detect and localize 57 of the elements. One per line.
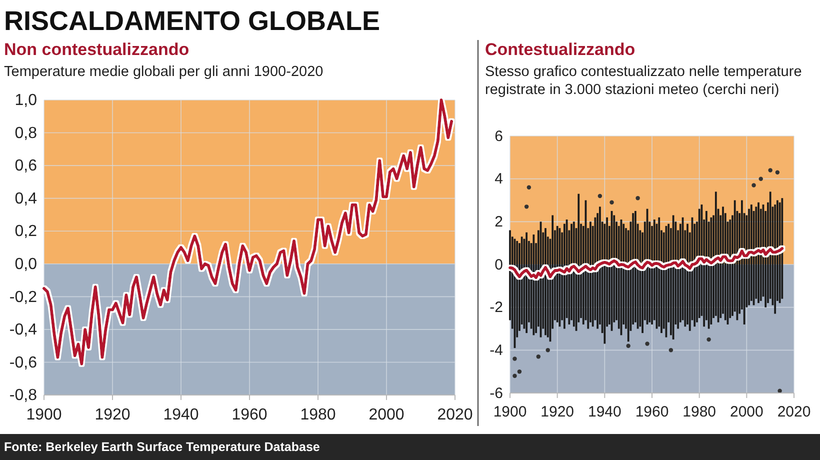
x-tick-label: 1900	[493, 404, 527, 421]
point	[668, 348, 674, 352]
point	[626, 344, 630, 348]
source-note: Fonte: Berkeley Earth Surface Temperature Database	[4, 440, 320, 454]
text: RISCALDAMENTO GLOBALE	[4, 6, 380, 36]
point	[512, 356, 517, 361]
x-tick-label: 1960	[232, 406, 268, 424]
y-tick-label: -0,6	[9, 354, 38, 372]
line-series	[508, 246, 784, 280]
point	[524, 204, 529, 209]
x-tick-label: 1940	[588, 404, 622, 421]
x-tick-label: 1960	[635, 404, 669, 421]
x-tick-label: 1940	[163, 406, 199, 424]
point	[645, 342, 650, 346]
point	[610, 200, 614, 204]
y-tick-label: 4	[494, 170, 503, 188]
point	[752, 183, 756, 188]
y-tick-label: -6	[490, 384, 503, 402]
y-tick-label: 6	[494, 128, 503, 145]
point	[546, 348, 550, 352]
y-tick-label: 0,6	[14, 158, 38, 175]
x-tick-label: 2000	[368, 406, 404, 424]
x-tick-label: 2020	[777, 404, 811, 421]
y-tick-label: 0,8	[14, 124, 38, 142]
y-tick-label: 0	[494, 256, 503, 274]
point	[758, 176, 763, 181]
x-tick-label: 1980	[300, 406, 336, 424]
y-tick-label: -0,8	[9, 387, 38, 404]
point	[778, 388, 782, 393]
point	[517, 369, 522, 374]
y-tick-label: -0,4	[9, 322, 38, 339]
y-tick-label: -2	[490, 299, 503, 316]
point	[536, 354, 541, 359]
y-tick-label: 2	[494, 213, 503, 230]
point	[775, 170, 780, 175]
point	[512, 374, 517, 378]
chart-title: Non contestualizzando	[4, 40, 190, 59]
point	[526, 185, 532, 190]
y-tick-label: 0,2	[14, 223, 38, 240]
x-tick-label: 1980	[682, 404, 716, 421]
point	[636, 196, 640, 200]
point	[706, 337, 711, 342]
y-tick-label: -4	[490, 342, 503, 359]
y-tick-label: 0,0	[14, 256, 38, 274]
y-tick-label: -0,2	[9, 288, 38, 306]
chart-subtitle: Temperature medie globali per gli anni 1900-2020	[4, 64, 324, 80]
point	[598, 194, 602, 198]
x-tick-label: 2000	[730, 404, 764, 421]
x-tick-label: 1900	[26, 406, 62, 424]
y-tick-label: 1,0	[14, 92, 38, 110]
point	[768, 168, 772, 172]
y-tick-label: 0,4	[14, 190, 38, 208]
chart-subtitle: Stesso grafico contestualizzato nelle temperature registrate in 3.000 stazioni meteo (cerchi neri)	[485, 64, 802, 98]
x-tick-label: 1920	[540, 404, 574, 421]
x-tick-label: 1920	[94, 406, 130, 424]
chart-title: Contestualizzando	[485, 40, 636, 59]
x-tick-label: 2020	[437, 406, 473, 424]
